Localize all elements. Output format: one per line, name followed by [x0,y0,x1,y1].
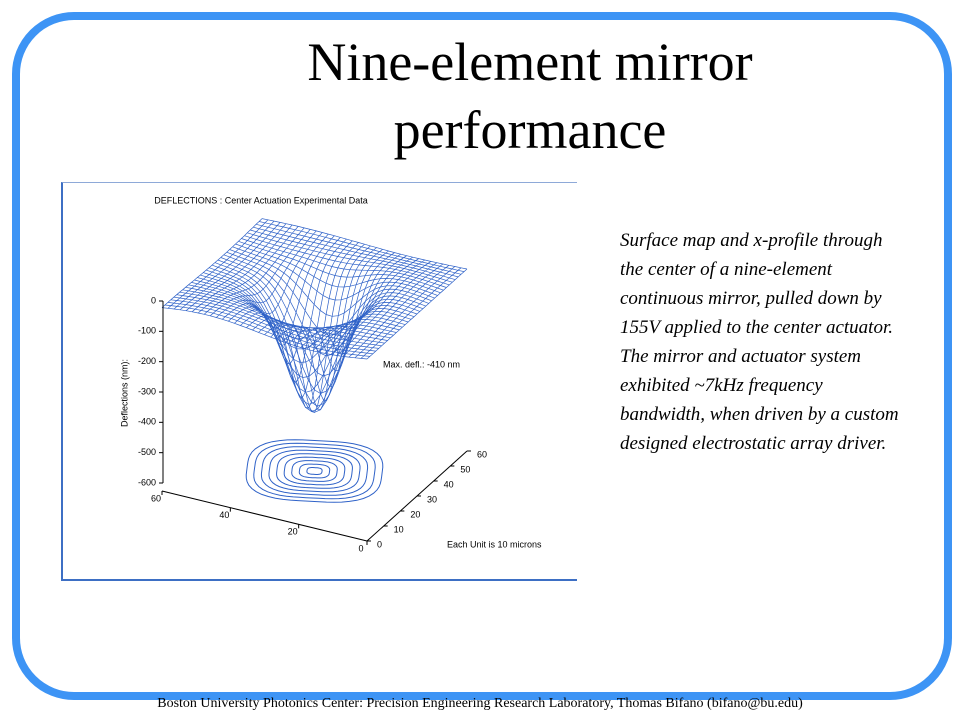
mesh-line [214,262,421,407]
mesh-line [191,224,293,313]
mesh-line [203,227,305,315]
x-tick-label: 40 [219,510,229,520]
mesh-line [197,226,299,314]
x-axis [161,490,368,542]
surface-plot: DEFLECTIONS : Center Actuation Experimen… [119,195,542,553]
y-tick-label: 10 [394,524,404,534]
z-tick-label: -500 [138,447,156,457]
figure: DEFLECTIONS : Center Actuation Experimen… [61,182,577,581]
y-tick-label: 0 [377,539,382,549]
mesh-line [256,223,462,275]
mesh-line [228,233,329,329]
mesh-line [246,238,347,383]
contour [283,456,346,486]
mesh-line [191,282,397,339]
contour [268,449,361,493]
x-tick-label: 0 [358,543,363,553]
mesh-line [222,232,323,320]
contour [253,442,376,500]
mesh-line [232,246,438,301]
z-tick-label: 0 [151,295,156,305]
mesh-line [217,259,424,394]
mesh-line [252,240,353,398]
y-tick-label: 30 [427,494,437,504]
contour [291,460,338,482]
mesh-line [167,219,269,309]
unit-note: Each Unit is 10 microns [447,539,542,549]
mesh-line [220,257,426,377]
mesh-line [226,251,432,336]
z-tick-label: -400 [138,417,156,427]
mesh-line [253,226,459,278]
mesh-line [241,238,447,288]
mesh-line [223,254,429,357]
x-tick-label: 20 [288,527,298,537]
mesh-line [185,223,287,311]
mesh-line [261,218,468,270]
mesh-line [259,221,465,272]
z-axis-label: Deflections (nm): [119,359,129,427]
contour [276,453,353,489]
mesh-line [161,218,263,308]
mesh-line [244,235,450,286]
mesh-line [240,237,341,364]
y-tick-label: 40 [444,479,454,489]
slide-frame [12,12,952,700]
contour [260,446,369,496]
x-tick-label: 60 [151,493,161,503]
mesh-line [173,220,275,310]
mesh-line [238,240,444,291]
mesh-line [216,230,317,318]
mesh-line [234,235,335,346]
contour [298,463,331,479]
footer: Boston University Photonics Center: Prec… [157,696,803,711]
z-tick-label: -100 [138,326,156,336]
z-tick-label: -600 [138,477,156,487]
mesh-line [235,243,441,294]
mesh-line [247,232,453,283]
mesh-line [209,229,311,317]
mesh-line [229,249,435,317]
y-tick-label: 20 [410,509,420,519]
caption: Surface map and x-profile through the ce… [620,230,899,454]
slide-title: Nine-element mirror performance [307,32,753,160]
mesh-line [258,242,359,409]
contour [245,439,384,503]
figure-title: DEFLECTIONS : Center Actuation Experimen… [154,195,368,205]
mesh-line [211,264,418,413]
contour [306,467,323,475]
mesh-line [179,222,281,311]
y-tick-label: 50 [460,464,470,474]
z-tick-label: -300 [138,386,156,396]
annotation: Max. defl.: -410 nm [383,359,460,369]
mesh-line [250,229,456,280]
y-tick-label: 60 [477,449,487,459]
z-tick-label: -200 [138,356,156,366]
